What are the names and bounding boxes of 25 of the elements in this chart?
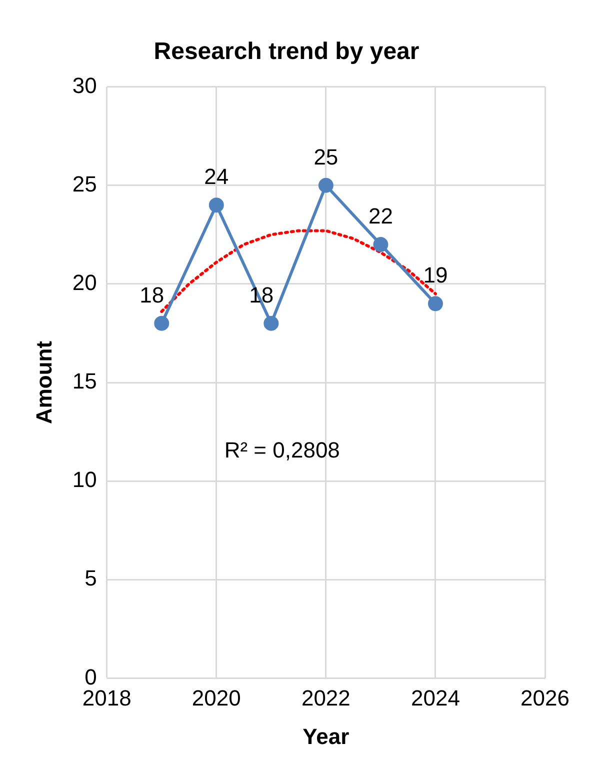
data-label: 22 xyxy=(368,204,393,229)
x-tick-label: 2020 xyxy=(192,685,241,710)
x-tick-label: 2022 xyxy=(301,685,350,710)
point xyxy=(318,178,334,193)
x-tick-label: 2026 xyxy=(520,685,570,710)
chart-title: Research trend by year xyxy=(154,38,420,66)
y-tick-label: 25 xyxy=(72,171,97,196)
point xyxy=(208,198,224,213)
data-label: 25 xyxy=(314,144,338,170)
y-tick-label: 15 xyxy=(72,368,97,394)
data-label: 19 xyxy=(423,262,448,288)
annotation: R² = 0,2808 xyxy=(224,438,340,463)
y-axis-title: Amount xyxy=(31,340,56,424)
point xyxy=(154,316,170,331)
x-axis-title: Year xyxy=(302,724,350,749)
x-tick-label: 2024 xyxy=(410,685,460,710)
y-tick-label: 30 xyxy=(72,72,97,98)
y-tick-label: 20 xyxy=(72,270,97,295)
y-tick-label: 10 xyxy=(72,467,97,492)
point xyxy=(373,237,388,252)
point xyxy=(428,296,443,312)
y-tick-label: 5 xyxy=(84,566,97,591)
data-label: 18 xyxy=(140,282,164,308)
point xyxy=(264,316,279,331)
data-label: 24 xyxy=(204,164,229,190)
